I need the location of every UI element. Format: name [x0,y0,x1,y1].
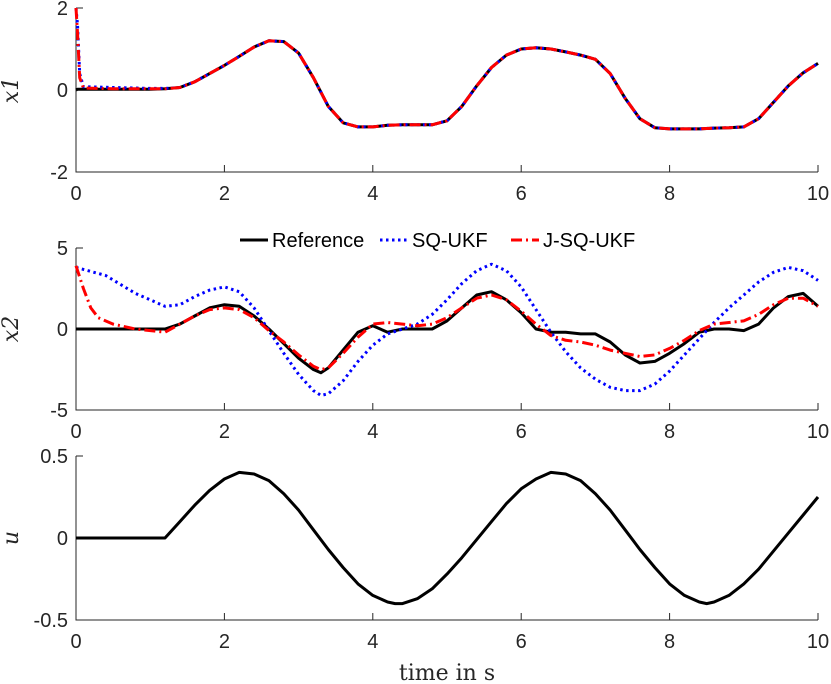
x-tick-label-u-0: 0 [70,631,81,653]
legend-label-reference: Reference [272,230,364,252]
x-tick-label-x1-3: 6 [516,183,527,205]
x-tick-label-x2-4: 8 [664,421,675,443]
y-axis-label-u: u [0,531,24,545]
x-tick-label-u-5: 10 [807,631,829,653]
x-tick-label-x1-5: 10 [807,183,829,205]
y-tick-label-u-1: 0 [57,528,68,550]
y-tick-label-u-2: 0.5 [40,446,68,468]
series-line-x2-j-sq-ukf [74,265,819,371]
series-line-x1-sq-ukf [74,7,819,131]
x-tick-label-u-2: 4 [367,631,378,653]
x-axis-label: time in s [399,661,495,684]
y-tick-label-x2-2: 5 [57,238,68,260]
x-tick-label-x2-1: 2 [219,421,230,443]
series-line-x2-sq-ukf [75,262,819,397]
x-tick-label-x1-4: 8 [664,183,675,205]
axes-x1 [75,8,818,173]
y-tick-label-u-0: -0.5 [34,610,68,632]
y-tick-label-x1-0: -2 [50,162,68,184]
x-tick-label-x1-0: 0 [70,183,81,205]
y-tick-label-x1-1: 0 [57,80,68,102]
x-tick-label-x1-2: 4 [367,183,378,205]
x-tick-label-u-3: 6 [516,631,527,653]
y-tick-label-x2-1: 0 [57,319,68,341]
x-tick-label-x2-0: 0 [70,421,81,443]
x-tick-label-x2-2: 4 [367,421,378,443]
series-line-x1-reference [75,39,819,131]
y-axis-label-x1: x1 [0,77,24,103]
y-tick-label-x1-2: 2 [57,0,68,20]
x-tick-label-u-4: 8 [664,631,675,653]
series-line-u-u [76,470,820,606]
axes-u [75,456,818,621]
x-tick-label-x2-5: 10 [807,421,829,443]
legend-label-sq-ukf: SQ-UKF [412,230,488,252]
x-tick-label-x1-1: 2 [219,183,230,205]
y-tick-label-x2-0: -5 [50,400,68,422]
legend-label-j-sq-ukf: J-SQ-UKF [543,230,635,252]
x-tick-label-x2-3: 6 [516,421,527,443]
x-tick-label-u-1: 2 [219,631,230,653]
axes-x2 [75,248,818,411]
series-line-x1-j-sq-ukf [74,7,819,131]
y-axis-label-x2: x2 [0,316,24,342]
